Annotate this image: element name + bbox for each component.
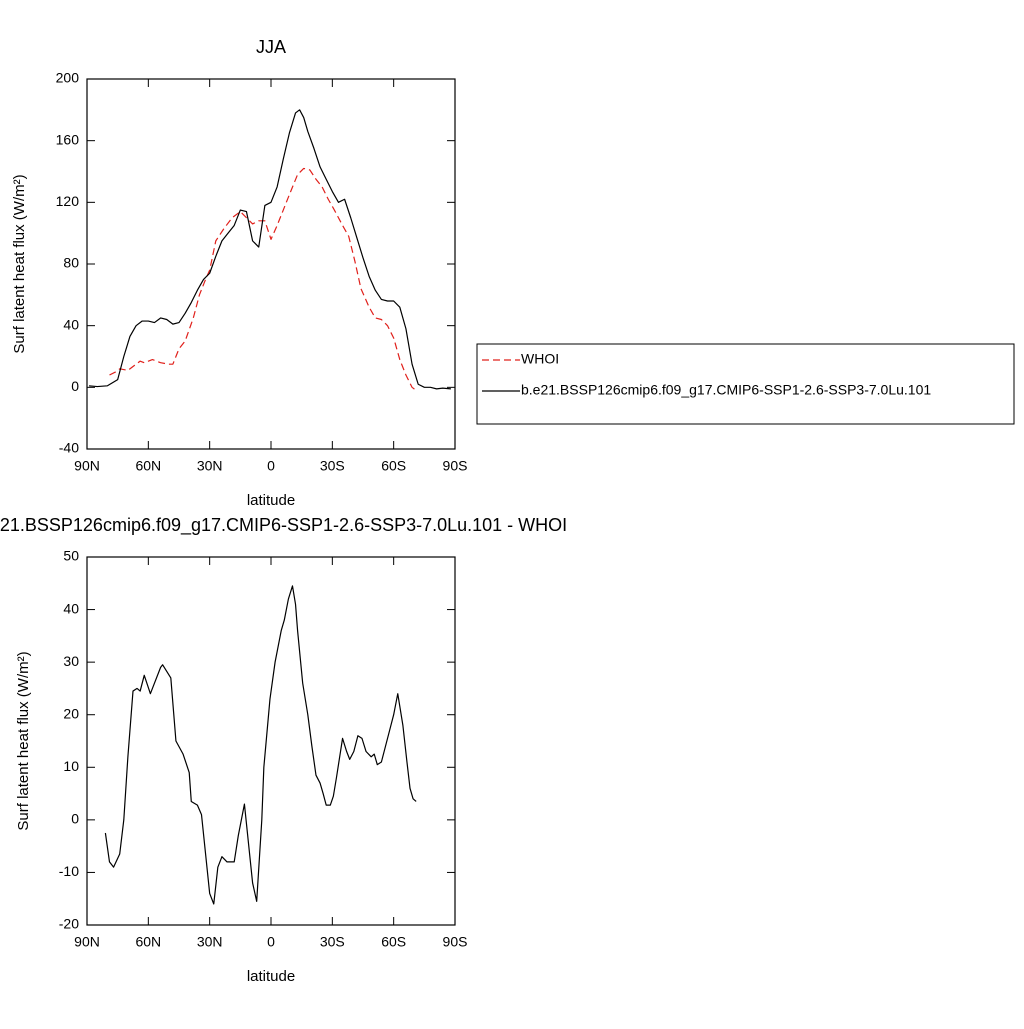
x-tick-label: 30N (197, 934, 223, 950)
chart-title: JJA (256, 37, 286, 57)
y-axis-label: Surf latent heat flux (W/m²) (11, 174, 28, 353)
x-tick-label: 90S (443, 934, 468, 950)
series-line (104, 585, 417, 905)
x-tick-label: 30N (197, 458, 223, 474)
x-tick-label: 0 (267, 458, 275, 474)
x-axis-label: latitude (247, 492, 295, 509)
series-line (109, 167, 417, 391)
plot-frame (86, 556, 456, 926)
y-tick-label: 200 (56, 70, 80, 86)
x-tick-label: 90S (443, 458, 468, 474)
chart-title: b.e21.BSSP126cmip6.f09_g17.CMIP6-SSP1-2.… (0, 515, 567, 536)
y-tick-label: 0 (71, 811, 79, 827)
x-tick-label: 30S (320, 934, 345, 950)
x-tick-label: 60S (381, 458, 406, 474)
y-tick-label: 40 (63, 316, 79, 332)
series-line (88, 109, 451, 390)
x-tick-label: 90N (74, 934, 100, 950)
y-tick-label: 160 (56, 131, 80, 147)
legend-box (476, 343, 1015, 425)
x-tick-label: 60S (381, 934, 406, 950)
x-tick-label: 90N (74, 458, 100, 474)
y-tick-label: -40 (59, 440, 79, 456)
x-tick-label: 30S (320, 458, 345, 474)
plot-frame (86, 78, 456, 450)
y-tick-label: 20 (63, 705, 79, 721)
x-tick-label: 60N (135, 934, 161, 950)
legend-label: WHOI (521, 351, 559, 367)
y-axis-label: Surf latent heat flux (W/m²) (15, 651, 32, 830)
y-tick-label: 10 (63, 758, 79, 774)
y-tick-label: 0 (71, 378, 79, 394)
y-tick-label: -20 (59, 916, 79, 932)
legend-label: b.e21.BSSP126cmip6.f09_g17.CMIP6-SSP1-2.… (521, 382, 931, 398)
x-tick-label: 0 (267, 934, 275, 950)
x-axis-label: latitude (247, 968, 295, 985)
y-tick-label: -10 (59, 863, 79, 879)
y-tick-label: 40 (63, 600, 79, 616)
y-tick-label: 30 (63, 653, 79, 669)
y-tick-label: 80 (63, 255, 79, 271)
y-tick-label: 50 (63, 548, 79, 564)
x-tick-label: 60N (135, 458, 161, 474)
y-tick-label: 120 (56, 193, 80, 209)
